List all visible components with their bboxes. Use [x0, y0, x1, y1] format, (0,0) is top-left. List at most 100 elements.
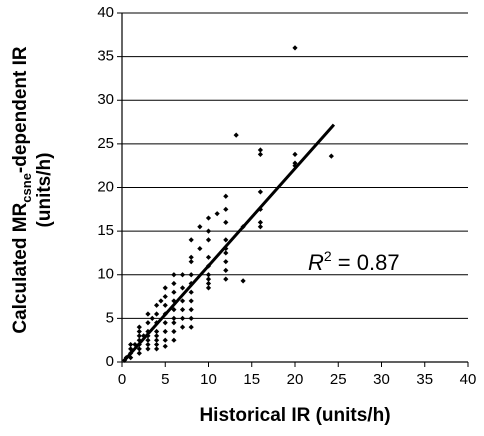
point: [162, 328, 168, 335]
y-tick-label: 5: [106, 309, 114, 326]
point: [162, 337, 168, 343]
point: [188, 272, 194, 278]
point: [205, 285, 212, 291]
point: [171, 298, 177, 304]
point: [257, 224, 263, 230]
point: [223, 267, 229, 273]
point: [328, 153, 334, 159]
point: [179, 315, 186, 321]
annotation-superscript: 2: [324, 248, 332, 264]
point: [233, 132, 239, 138]
point: [205, 228, 212, 234]
point: [136, 328, 142, 335]
x-tick-label: 5: [161, 371, 169, 388]
point: [154, 341, 160, 348]
point: [223, 193, 229, 199]
point: [154, 337, 160, 343]
point: [154, 328, 160, 335]
point: [179, 307, 186, 313]
x-tick-label: 10: [200, 371, 217, 388]
y-axis-title: Calculated MRcsne-dependent IR: [10, 46, 34, 334]
point: [188, 298, 194, 304]
point: [158, 298, 164, 304]
point: [223, 276, 229, 282]
fit-line: [123, 123, 336, 362]
y-tick-label: 10: [97, 266, 114, 283]
point: [145, 341, 151, 348]
y-axis-title-line2: (units/h): [34, 153, 55, 228]
point: [136, 346, 142, 352]
x-tick-label: 20: [287, 371, 304, 388]
point: [179, 285, 186, 291]
point: [162, 285, 168, 291]
point: [154, 302, 160, 308]
point: [136, 333, 142, 339]
annotation-symbol: R: [308, 250, 324, 275]
annotation: R2 = 0.87: [308, 248, 400, 275]
point: [171, 280, 177, 287]
point: [145, 320, 151, 326]
x-tick-label: 15: [243, 371, 260, 388]
point: [128, 346, 134, 352]
point: [188, 259, 194, 265]
point: [171, 337, 177, 343]
point: [171, 272, 177, 278]
point: [136, 324, 142, 330]
point: [188, 307, 194, 313]
point: [136, 350, 142, 356]
y-tick-label: 15: [97, 222, 114, 239]
point: [145, 311, 151, 317]
x-axis-title: Historical IR (units/h): [199, 405, 390, 426]
y-tick-label: 20: [97, 178, 114, 195]
point: [292, 160, 298, 166]
y-axis-title-part: -dependent IR: [10, 46, 31, 173]
y-axis-title-part: Calculated MR: [10, 202, 31, 333]
point: [171, 328, 177, 335]
point: [223, 206, 229, 212]
point: [292, 45, 298, 51]
point: [205, 215, 212, 221]
point: [214, 211, 220, 217]
y-tick-label: 25: [97, 135, 114, 152]
point: [162, 293, 168, 300]
point: [145, 346, 151, 352]
point: [197, 245, 203, 252]
point: [145, 328, 151, 335]
point: [205, 237, 212, 243]
point: [292, 151, 298, 157]
y-tick-label: 30: [97, 91, 114, 108]
point: [205, 280, 212, 287]
point: [149, 315, 155, 321]
x-tick-label: 0: [118, 371, 126, 388]
point: [223, 250, 229, 256]
point: [154, 311, 160, 317]
y-axis-title-subscript: csne: [19, 173, 34, 203]
point: [162, 343, 168, 349]
point: [240, 278, 246, 284]
point: [257, 147, 263, 153]
point: [188, 289, 194, 295]
point: [154, 346, 160, 352]
point: [205, 254, 212, 260]
point: [188, 324, 194, 330]
point: [223, 237, 229, 243]
point: [145, 337, 151, 343]
point: [171, 320, 177, 326]
point: [197, 224, 203, 230]
point: [179, 324, 186, 330]
point: [171, 315, 177, 321]
point: [257, 151, 263, 157]
point: [257, 219, 263, 225]
point: [188, 254, 194, 260]
point: [188, 315, 194, 321]
x-tick-label: 30: [373, 371, 390, 388]
x-tick-label: 35: [416, 371, 433, 388]
point: [257, 189, 263, 195]
point: [223, 219, 229, 225]
point: [171, 289, 177, 295]
point: [205, 276, 212, 282]
point: [179, 298, 186, 304]
point: [162, 302, 168, 308]
point: [179, 272, 186, 278]
